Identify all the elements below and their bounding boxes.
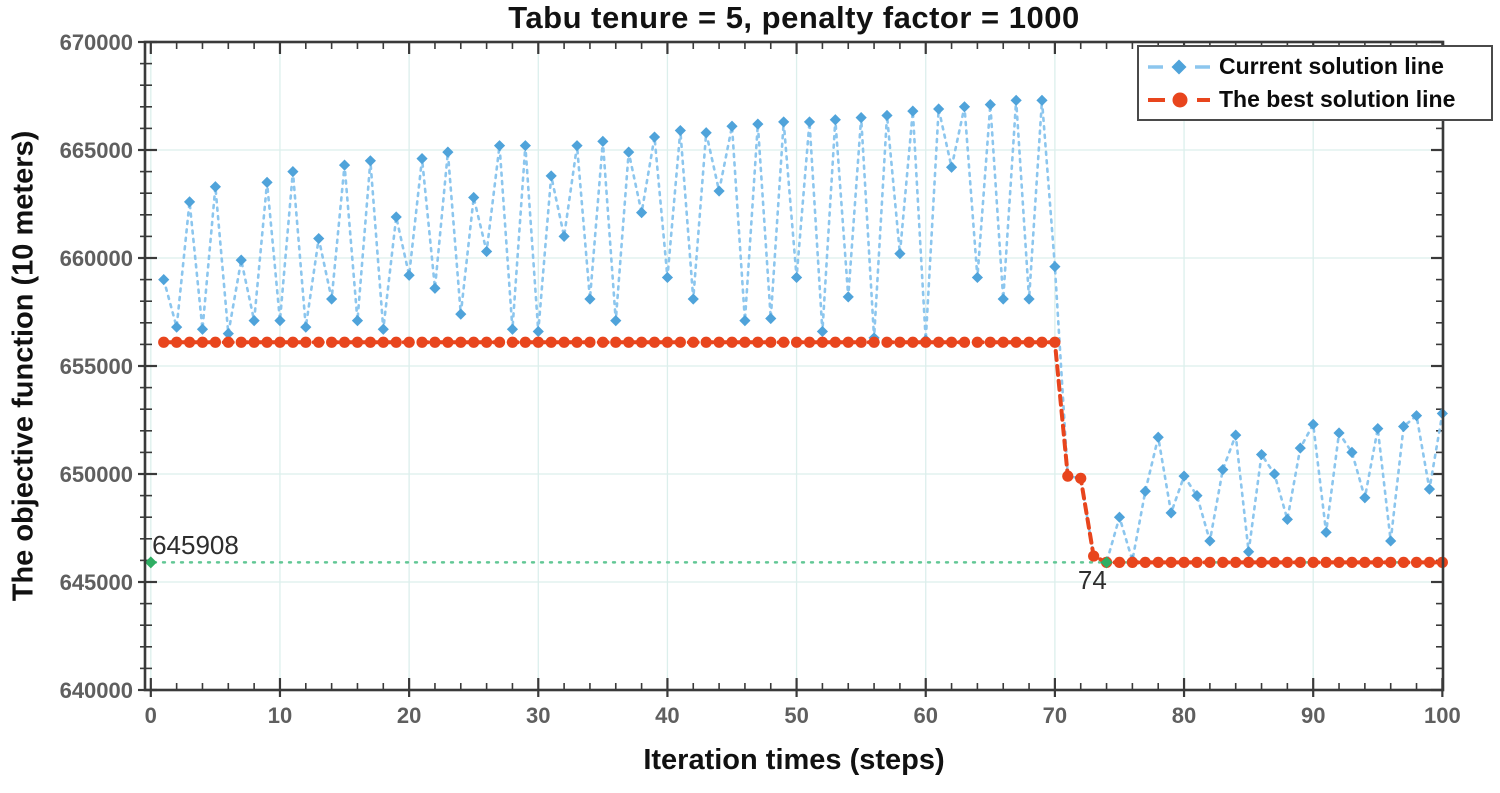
annotation-best-value: 645908 (152, 530, 239, 561)
best-value-markers (144, 556, 1113, 569)
legend-marker-current-solution-icon (1148, 59, 1210, 74)
svg-text:20: 20 (397, 703, 421, 728)
y-axis-label: The objective function (10 meters) (7, 130, 40, 602)
chart-title: Tabu tenure = 5, penalty factor = 1000 (508, 0, 1080, 35)
legend-item-current-solution: Current solution line (1147, 51, 1485, 83)
legend-item-best-solution: The best solution line (1147, 84, 1485, 116)
svg-text:665000: 665000 (60, 138, 133, 163)
x-axis-label: Iteration times (steps) (643, 744, 945, 776)
svg-text:70: 70 (1043, 703, 1067, 728)
series-current-solution (158, 94, 1448, 568)
legend-label-best-solution: The best solution line (1219, 86, 1456, 112)
svg-text:10: 10 (268, 703, 292, 728)
svg-text:655000: 655000 (60, 354, 133, 379)
legend-label-current-solution: Current solution line (1219, 53, 1444, 79)
svg-text:100: 100 (1424, 703, 1461, 728)
svg-text:0: 0 (145, 703, 157, 728)
gridlines (145, 41, 1444, 691)
svg-text:60: 60 (913, 703, 937, 728)
series-best-solution (158, 336, 1448, 568)
svg-text:50: 50 (784, 703, 808, 728)
svg-text:650000: 650000 (60, 462, 133, 487)
svg-text:40: 40 (655, 703, 679, 728)
svg-text:670000: 670000 (60, 30, 133, 55)
svg-text:645000: 645000 (60, 570, 133, 595)
plot-frame (143, 40, 1445, 692)
svg-text:30: 30 (526, 703, 550, 728)
svg-text:80: 80 (1172, 703, 1196, 728)
svg-text:660000: 660000 (60, 246, 133, 271)
annotation-iteration-74: 74 (1077, 564, 1107, 595)
svg-text:640000: 640000 (60, 678, 133, 703)
legend: Current solution line The best solution … (1137, 45, 1493, 121)
tick-labels: 0 10 20 30 40 50 60 70 80 90 100 640000 645000 650000… (60, 30, 1461, 728)
legend-marker-best-solution-icon (1148, 92, 1210, 107)
svg-text:90: 90 (1301, 703, 1325, 728)
axis-ticks (138, 40, 1444, 697)
